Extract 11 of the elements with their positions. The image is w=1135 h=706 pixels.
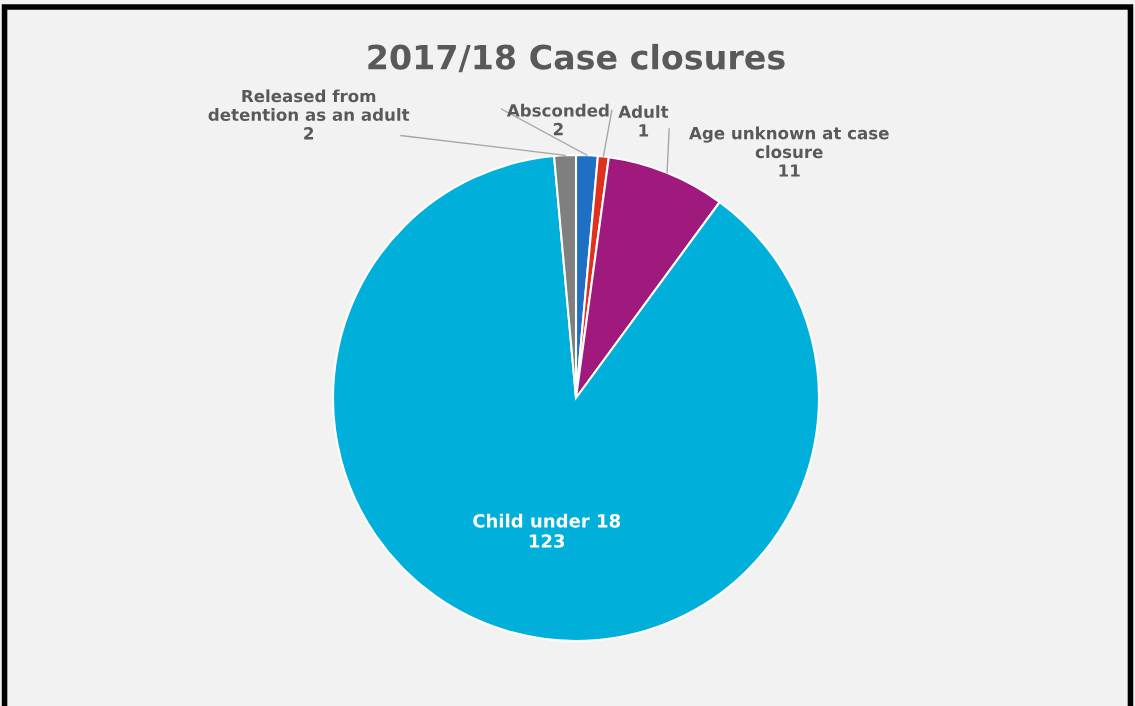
data-label: 123 — [529, 534, 565, 548]
slice-label: Child under 18 — [473, 513, 621, 528]
slice-label: Released from detention as an adult — [208, 89, 410, 121]
data-label: 2 — [304, 127, 314, 140]
slice-label: Adult — [618, 105, 669, 119]
data-label: 2 — [553, 122, 563, 136]
slice-label: Absconded — [506, 103, 609, 117]
data-label: 11 — [779, 164, 800, 177]
data-label: 1 — [639, 124, 649, 137]
chart-title: 2017/18 Case closures — [368, 43, 785, 73]
slice-label: Age unknown at case closure — [689, 126, 889, 159]
